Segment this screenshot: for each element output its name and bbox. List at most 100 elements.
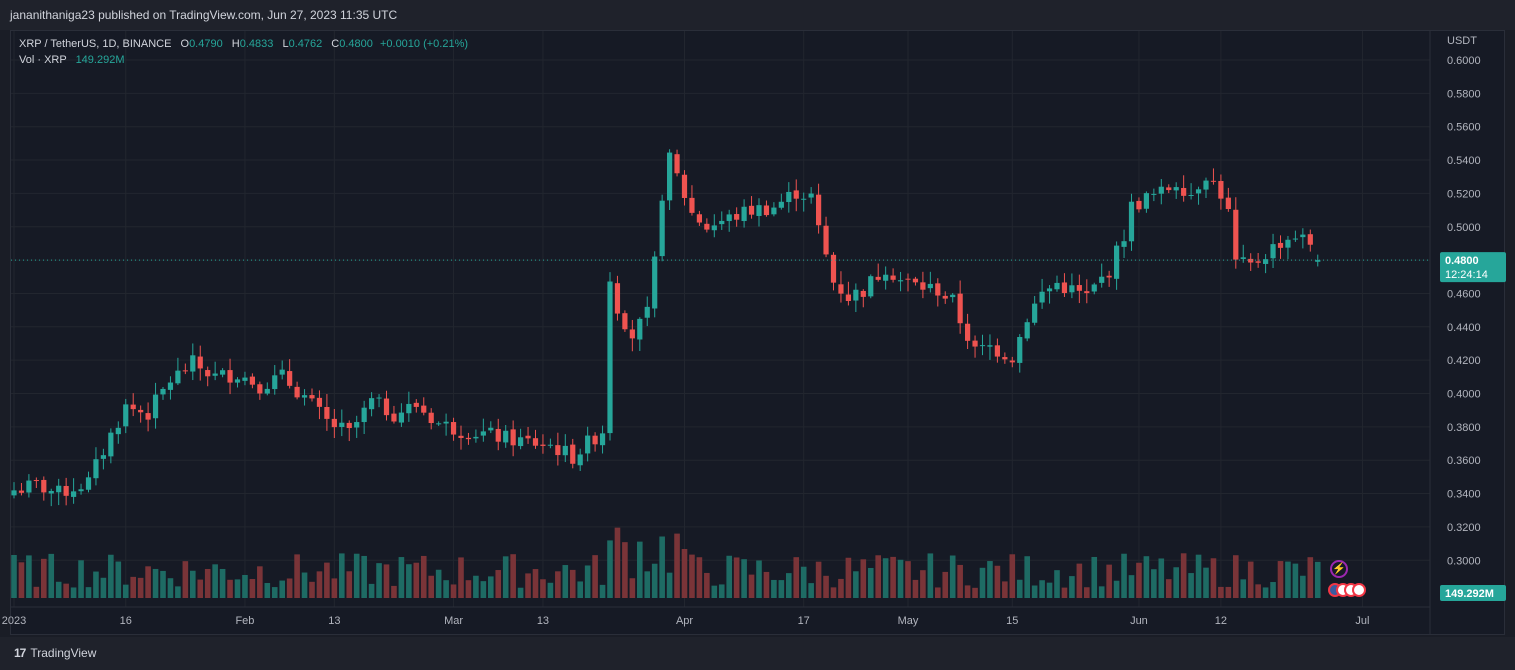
volume-bar xyxy=(771,579,777,598)
candle-body xyxy=(726,214,732,222)
volume-bar xyxy=(55,581,62,598)
publish-info: jananithaniga23 published on TradingView… xyxy=(10,8,398,22)
volume-bar xyxy=(458,557,464,598)
candle-body xyxy=(1039,291,1045,303)
volume-bar xyxy=(1069,576,1075,598)
candle-body xyxy=(413,402,419,407)
candle-body xyxy=(428,412,434,424)
candle-body xyxy=(734,214,740,220)
candle-body xyxy=(629,329,635,339)
volume-bar xyxy=(167,578,174,598)
candle-body xyxy=(272,375,278,390)
candle-body xyxy=(1195,189,1202,194)
volume-bar xyxy=(70,587,77,598)
candle-body xyxy=(1255,261,1261,263)
candle-body xyxy=(689,197,695,213)
candle-body xyxy=(667,152,673,201)
volume-bar xyxy=(525,573,531,598)
candle-body xyxy=(220,370,226,375)
candle-body xyxy=(644,306,650,318)
volume-bar xyxy=(1210,558,1217,598)
volume-bar xyxy=(1024,556,1030,598)
volume-bar xyxy=(1285,561,1291,598)
volume-bar xyxy=(666,572,673,598)
candle-body xyxy=(450,422,457,435)
economic-events-badges[interactable] xyxy=(1328,583,1366,597)
volume-value: 149.292M xyxy=(75,54,125,66)
countdown-label: 12:24:14 xyxy=(1445,269,1488,281)
candle-body xyxy=(212,373,218,376)
lightning-event-icon[interactable]: ⚡ xyxy=(1330,560,1348,578)
volume-bar xyxy=(1031,585,1038,598)
volume-bar xyxy=(853,571,859,598)
candle-body xyxy=(1277,242,1284,248)
volume-bar xyxy=(823,575,829,598)
volume-bar xyxy=(391,585,397,598)
candle-body xyxy=(443,421,449,424)
volume-bar xyxy=(964,585,971,598)
volume-bar xyxy=(786,573,792,598)
candle-body xyxy=(1069,285,1075,293)
volume-label[interactable]: Vol · XRP xyxy=(19,54,67,66)
y-tick-label: 0.4400 xyxy=(1447,322,1481,334)
volume-bar xyxy=(398,557,405,598)
volume-bar xyxy=(331,578,338,598)
candle-body xyxy=(354,422,360,428)
candle-body xyxy=(1218,180,1224,199)
volume-bar xyxy=(175,586,181,598)
volume-bar xyxy=(584,565,591,598)
volume-bar xyxy=(279,580,285,598)
candle-body xyxy=(346,422,352,429)
candle-body xyxy=(316,397,323,407)
volume-bar xyxy=(510,554,516,598)
x-tick-label: 16 xyxy=(120,615,132,627)
candle-body xyxy=(473,436,479,439)
candle-body xyxy=(175,370,181,384)
volume-bar xyxy=(547,582,554,598)
last-price-label: 0.4800 xyxy=(1445,255,1479,267)
candle-body xyxy=(138,409,144,413)
volume-bar xyxy=(18,562,25,598)
candle-body xyxy=(987,345,993,347)
volume-bar xyxy=(644,571,651,598)
candle-body xyxy=(383,398,390,416)
y-tick-label: 0.5000 xyxy=(1447,222,1481,234)
candle-body xyxy=(1024,322,1030,339)
candle-body xyxy=(547,444,553,446)
volume-bar xyxy=(480,581,487,598)
candle-body xyxy=(234,379,241,383)
volume-bar xyxy=(465,580,472,598)
volume-bar xyxy=(577,581,583,598)
candle-body xyxy=(562,445,568,456)
tradingview-mark-icon: 17 xyxy=(14,646,26,660)
volume-bar xyxy=(845,557,852,598)
candle-body xyxy=(577,454,583,466)
x-tick-label: 13 xyxy=(537,615,549,627)
candle-body xyxy=(294,386,300,398)
volume-bar xyxy=(949,555,956,598)
candle-body xyxy=(1084,291,1090,294)
y-tick-label: 0.5200 xyxy=(1447,188,1481,200)
y-tick-label: 0.3400 xyxy=(1447,489,1481,501)
candle-body xyxy=(41,479,47,493)
candle-body xyxy=(599,433,606,446)
x-tick-label: Jun xyxy=(1130,615,1148,627)
candlestick-chart[interactable]: 0.6000 0.5800 0.5600 0.5400 0.5200 0.5000 0.48… xyxy=(0,0,1515,640)
candle-body xyxy=(227,370,233,383)
candle-body xyxy=(1315,260,1321,262)
last-price-badge xyxy=(1440,252,1506,283)
candle-body xyxy=(1248,258,1254,263)
volume-bar xyxy=(1307,557,1314,598)
event-badge-icon[interactable] xyxy=(1352,583,1366,597)
candle-body xyxy=(972,340,978,347)
symbol-label[interactable]: XRP / TetherUS, 1D, BINANCE xyxy=(19,38,172,50)
chart-frame[interactable] xyxy=(10,30,1505,635)
candle-body xyxy=(167,382,174,390)
candle-body xyxy=(331,418,337,428)
volume-bar xyxy=(346,571,353,598)
candle-body xyxy=(614,283,621,314)
footer: 17 TradingView xyxy=(0,637,1515,670)
candle-body xyxy=(868,276,874,297)
tradingview-logo[interactable]: 17 TradingView xyxy=(14,646,96,660)
candle-body xyxy=(264,388,270,394)
